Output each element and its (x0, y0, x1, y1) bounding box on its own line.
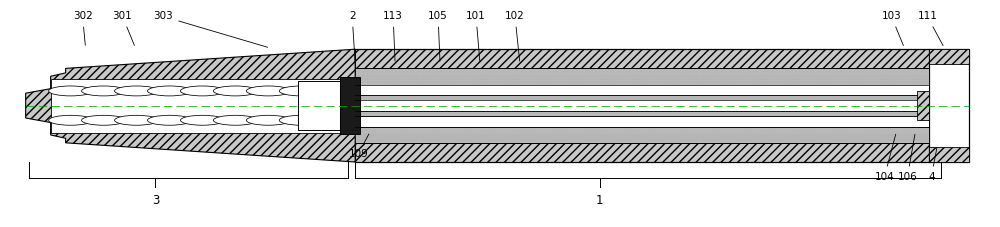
Text: 113: 113 (383, 12, 403, 61)
Polygon shape (298, 81, 340, 131)
Polygon shape (355, 127, 929, 143)
Polygon shape (355, 95, 929, 100)
Polygon shape (355, 111, 929, 116)
Text: 1: 1 (596, 194, 604, 207)
Circle shape (49, 115, 93, 125)
Circle shape (82, 115, 126, 125)
Text: 2: 2 (349, 12, 356, 61)
Circle shape (115, 115, 158, 125)
Circle shape (115, 86, 158, 96)
Polygon shape (929, 49, 969, 162)
Text: 101: 101 (466, 12, 486, 61)
Text: 111: 111 (917, 12, 943, 46)
Circle shape (279, 86, 323, 96)
Text: 104: 104 (875, 134, 896, 182)
Circle shape (147, 115, 191, 125)
Polygon shape (917, 91, 929, 120)
Circle shape (180, 86, 224, 96)
Text: 4: 4 (928, 148, 937, 182)
Circle shape (246, 86, 290, 96)
Text: 106: 106 (898, 134, 917, 182)
Polygon shape (355, 85, 929, 95)
Circle shape (213, 86, 257, 96)
Polygon shape (355, 116, 929, 127)
Text: 3: 3 (152, 194, 159, 207)
Text: 102: 102 (505, 12, 525, 61)
Circle shape (82, 86, 126, 96)
Text: 109: 109 (348, 134, 369, 159)
Text: 301: 301 (113, 12, 134, 45)
Text: 105: 105 (428, 12, 448, 61)
Circle shape (279, 115, 323, 125)
Polygon shape (929, 49, 969, 64)
Polygon shape (929, 147, 969, 162)
Circle shape (147, 86, 191, 96)
Polygon shape (355, 143, 929, 162)
Polygon shape (355, 100, 929, 111)
Polygon shape (51, 79, 355, 133)
Polygon shape (355, 68, 929, 85)
Circle shape (213, 115, 257, 125)
Text: 302: 302 (73, 12, 92, 45)
Circle shape (246, 115, 290, 125)
Polygon shape (355, 49, 929, 68)
Text: 303: 303 (154, 12, 268, 47)
Circle shape (49, 86, 93, 96)
Circle shape (180, 115, 224, 125)
Text: 103: 103 (882, 12, 903, 45)
Polygon shape (340, 77, 360, 134)
Polygon shape (26, 49, 355, 162)
